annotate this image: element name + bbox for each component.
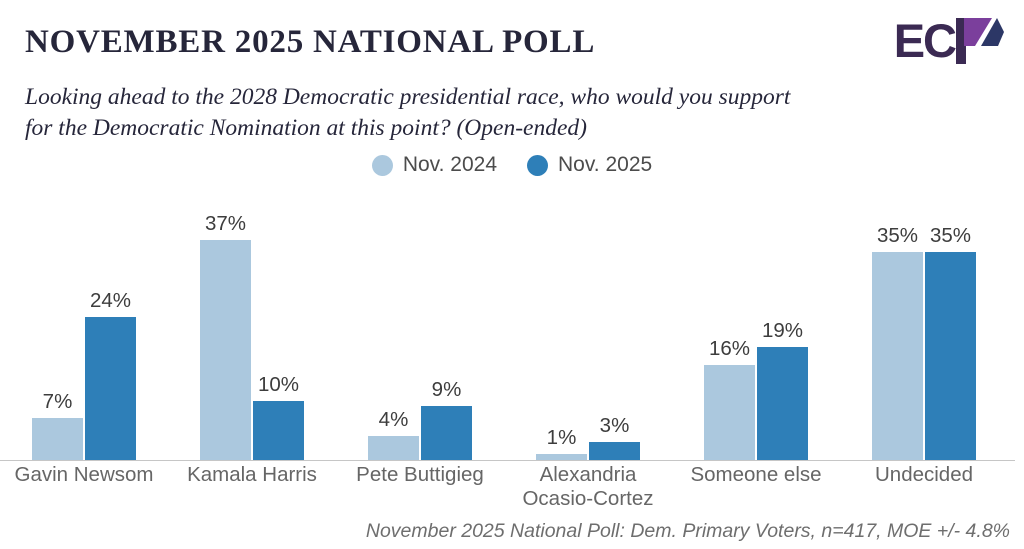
ecp-logo: EC [894,16,1004,66]
bar-group: 35% 35% [840,224,1008,460]
bar-value-label: 3% [599,414,630,438]
bar-column: 37% [200,212,251,460]
poll-question-line-1: Looking ahead to the 2028 Democratic pre… [25,84,791,110]
page-title: NOVEMBER 2025 NATIONAL POLL [25,24,596,60]
bar-group: 1% 3% [504,414,672,460]
source-note: November 2025 National Poll: Dem. Primar… [365,520,1010,542]
bar-nov-2025 [421,406,472,460]
bar-nov-2024 [536,454,587,460]
bar-column: 19% [757,319,808,460]
bar-value-label: 35% [876,223,919,247]
bar-group: 37% 10% [168,212,336,460]
bar-nov-2024 [32,418,83,460]
bar-column: 1% [536,426,587,460]
x-axis-line [0,460,1015,461]
ecp-logo-p-icon [956,18,1004,64]
bar-value-label: 9% [431,378,462,402]
bar-value-label: 10% [257,372,300,396]
bar-column: 9% [421,378,472,460]
bar-nov-2024 [200,239,251,460]
bar-column: 16% [704,337,755,460]
legend-item-nov-2024: Nov. 2024 [371,153,497,177]
bar-column: 35% [925,224,976,460]
bar-group: 4% 9% [336,378,504,460]
bar-nov-2025 [85,317,136,460]
category-label: Alexandria Ocasio-Cortez [522,463,654,510]
bar-value-label: 16% [708,336,751,360]
bar-nov-2025 [757,346,808,460]
legend-label: Nov. 2025 [558,153,653,176]
bar-value-label: 7% [42,390,73,414]
legend-item-nov-2025: Nov. 2025 [527,153,652,177]
legend-label: Nov. 2024 [402,153,497,176]
poll-question-line-2: for the Democratic Nomination at this po… [25,115,587,141]
ecp-logo-text: EC [893,14,957,67]
bar-group: 16% 19% [672,319,840,460]
bar-column: 7% [32,390,83,460]
bar-value-label: 19% [761,318,804,342]
bar-value-label: 1% [546,426,577,450]
bar-nov-2024 [872,251,923,460]
bar-nov-2025 [253,400,304,460]
poll-question: Looking ahead to the 2028 Democratic pre… [25,82,790,144]
bar-group: 7% 24% [0,289,168,460]
legend-dot-nov-2025 [527,154,548,176]
category-label: Someone else [690,463,822,486]
bar-column: 3% [589,414,640,460]
bar-nov-2024 [368,436,419,460]
legend-dot-nov-2024 [371,154,393,176]
bar-value-label: 24% [89,289,132,313]
category-label: Kamala Harris [187,463,317,486]
bar-nov-2025 [925,251,976,460]
bar-column: 35% [872,224,923,460]
bar-column: 10% [253,372,304,460]
bar-chart: 7% 24% 37% 10% 4% 9% 1% 3% 16% 19% 35% 35% Gavin Ne… [0,208,1015,511]
plot-area: 7% 24% 37% 10% 4% 9% 1% 3% 16% 19% 35% 35% [0,208,1008,460]
category-label: Pete Buttigieg [356,463,484,486]
category-label: Gavin Newsom [14,463,154,486]
category-axis: Gavin Newsom Kamala Harris Pete Buttigieg A… [0,461,1008,511]
bar-nov-2025 [589,442,640,460]
bar-value-label: 37% [204,211,247,235]
bar-value-label: 35% [929,223,972,247]
bar-column: 4% [368,408,419,460]
category-label: Undecided [874,463,973,486]
bar-value-label: 4% [378,408,409,432]
bar-column: 24% [85,289,136,460]
chart-legend: Nov. 2024 Nov. 2025 [0,153,1024,177]
bar-nov-2024 [704,364,755,460]
